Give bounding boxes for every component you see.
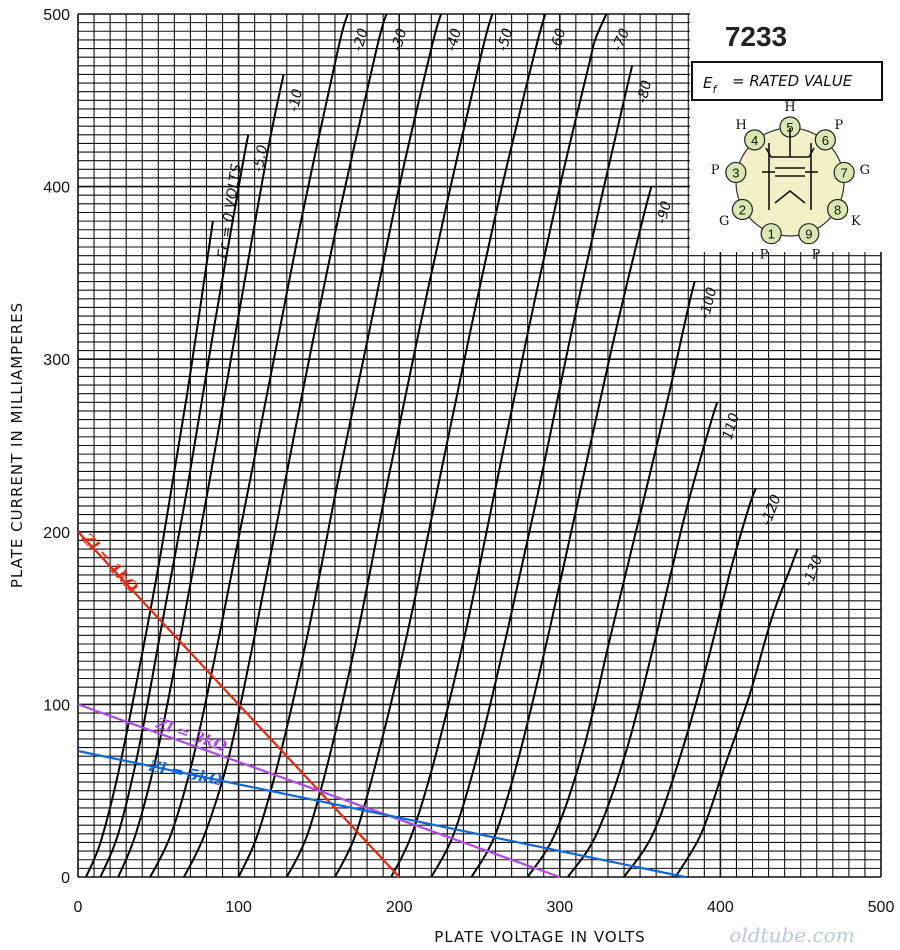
watermark: oldtube.com (729, 923, 854, 947)
y-tick-label: 100 (43, 697, 70, 714)
pin-circle (798, 223, 820, 245)
y-tick-label: 500 (43, 7, 70, 24)
x-tick-label: 100 (225, 899, 252, 916)
plate-curve (285, 13, 494, 878)
pin-name: P (834, 118, 843, 133)
pin-name: H (784, 100, 795, 115)
pin-number: 9 (805, 227, 812, 242)
curve-label: -30 (389, 27, 411, 53)
plate-curve (117, 74, 285, 878)
pin-name: K (851, 214, 861, 229)
plate-curve (183, 13, 388, 878)
load-line (77, 749, 686, 879)
axis-ticks: 0 100 200 300 400 500 0 100 200 300 400 500 (43, 7, 894, 916)
pin-name: P (711, 163, 720, 178)
curve-label: -20 (350, 27, 372, 53)
tube-title: 7233 (725, 21, 787, 52)
y-tick-label: 400 (43, 180, 70, 197)
x-tick-label: 400 (707, 899, 734, 916)
curve-label: -80 (634, 79, 655, 105)
pin-number: 4 (751, 133, 758, 148)
pin-number: 7 (841, 165, 848, 180)
curve-label: 110 (720, 411, 743, 441)
curve-label: Ec = 0 VOLTS (215, 163, 245, 260)
y-axis-label: PLATE CURRENT IN MILLIAMPERES (8, 302, 26, 588)
plate-curve (623, 488, 757, 878)
pin-number: 6 (822, 133, 829, 148)
plate-curve (390, 13, 608, 878)
heater-label: = RATED VALUE (732, 72, 853, 90)
pin-circle (833, 161, 855, 184)
pin-circle (814, 129, 836, 151)
pin-circle (760, 223, 782, 245)
heater-box (691, 61, 883, 101)
pin-name: P (760, 247, 769, 262)
curve-label: -40 (443, 27, 465, 53)
plate-curve (99, 134, 250, 878)
curve-label: -90 (654, 199, 675, 225)
plate-curves (85, 13, 799, 878)
plate-curve (149, 13, 349, 878)
pin-circle (827, 198, 849, 221)
curve-label: -70 (609, 26, 633, 53)
pin-name: H (735, 118, 746, 133)
plate-curve (237, 13, 442, 878)
curve-labels: Ec = 0 VOLTS-5.0 -10 -20 -30 -40 -50 -60 -70 -80… (215, 26, 826, 588)
curve-label: -10 (286, 88, 306, 114)
load-line (77, 531, 401, 878)
pin-circle (744, 129, 766, 151)
load-line (77, 703, 561, 879)
curve-label: -100 (697, 286, 720, 321)
tube-symbol (762, 128, 818, 210)
pin-name: P (812, 247, 821, 262)
plate-curve (334, 13, 547, 878)
x-tick-label: 0 (74, 899, 83, 916)
y-tick-label: 200 (43, 525, 70, 542)
plate-curve (85, 220, 214, 878)
x-tick-label: 500 (868, 899, 895, 916)
pin-circle (731, 198, 753, 221)
pin-name: G (719, 214, 729, 229)
x-axis-label: PLATE VOLTAGE IN VOLTS (434, 928, 645, 946)
pin-number: 2 (739, 203, 746, 218)
pin-circle (725, 161, 747, 184)
plate-curve (526, 281, 696, 878)
x-tick-label: 200 (386, 899, 413, 916)
plate-curve (430, 65, 634, 878)
y-tick-label: 0 (61, 870, 70, 887)
pin-name: G (860, 163, 870, 178)
plate-curve (470, 186, 653, 878)
pin-number: 5 (786, 120, 793, 135)
y-tick-label: 300 (43, 352, 70, 369)
curve-label: -60 (548, 27, 570, 53)
plate-curve (674, 548, 799, 878)
curve-label: -50 (495, 27, 517, 53)
x-tick-label: 300 (546, 899, 573, 916)
plate-curve (566, 401, 719, 878)
pin-number: 1 (768, 227, 775, 242)
pin-number: 8 (834, 203, 841, 218)
curve-label: -5.0 (250, 144, 271, 174)
pin-number: 3 (732, 165, 739, 180)
